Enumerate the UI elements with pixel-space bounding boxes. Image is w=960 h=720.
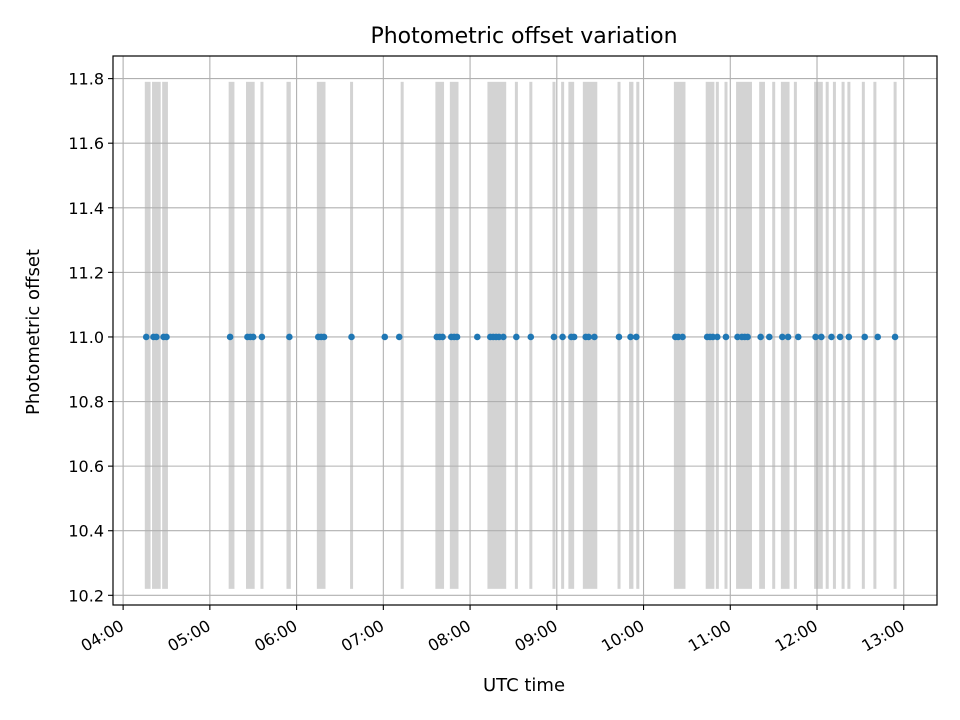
data-point — [395, 333, 403, 341]
data-point — [713, 333, 721, 341]
y-tick-label: 10.2 — [68, 586, 104, 605]
y-tick-label: 11.2 — [68, 263, 104, 282]
data-point — [286, 333, 293, 341]
data-point — [627, 333, 634, 341]
data-point — [784, 333, 792, 341]
x-tick-label: 05:00 — [164, 616, 213, 656]
data-point — [585, 333, 592, 341]
exposure-band — [400, 81, 404, 589]
y-tick-label: 11.8 — [68, 70, 104, 89]
y-tick-label: 10.8 — [68, 393, 104, 412]
y-tick-label: 10.6 — [68, 457, 104, 476]
x-tick-label: 11:00 — [685, 616, 734, 656]
y-tick-label: 11.0 — [68, 328, 104, 347]
data-point — [453, 333, 461, 341]
exposure-band — [832, 81, 836, 589]
x-tick-label: 06:00 — [251, 616, 300, 656]
data-point — [513, 333, 520, 341]
data-point — [818, 333, 825, 341]
data-point — [861, 333, 869, 341]
data-point — [828, 333, 835, 341]
data-point — [226, 333, 234, 341]
data-point — [812, 333, 819, 341]
data-point — [320, 333, 328, 341]
data-point — [722, 333, 730, 341]
data-point — [794, 333, 802, 341]
x-tick-label: 07:00 — [338, 616, 387, 656]
y-axis-ticks: 10.2 10.4 10.6 10.8 11.0 11.2 11.4 11.6 11.8 — [68, 70, 113, 605]
data-point — [381, 333, 389, 341]
x-axis-ticks: 04:00 05:00 06:00 07:00 08:00 09:00 10:00 11:00… — [78, 605, 908, 656]
y-tick-label: 11.4 — [68, 199, 104, 218]
data-point — [258, 333, 266, 341]
data-point — [744, 333, 751, 341]
exposure-band — [780, 81, 790, 589]
data-point — [766, 333, 773, 341]
data-point — [845, 333, 853, 341]
data-point — [153, 333, 160, 341]
data-point — [874, 333, 882, 341]
grid-lines — [113, 56, 937, 605]
data-point — [163, 333, 170, 341]
exposure-band — [825, 81, 829, 589]
x-tick-label: 13:00 — [858, 616, 907, 656]
x-tick-label: 04:00 — [78, 616, 127, 656]
data-point — [679, 333, 686, 341]
x-tick-label: 10:00 — [598, 616, 647, 656]
plot-frame — [112, 55, 938, 606]
x-tick-label: 09:00 — [511, 616, 560, 656]
chart-title: Photometric offset variation — [370, 24, 677, 49]
data-point — [891, 333, 899, 341]
data-point — [779, 333, 786, 341]
data-point — [527, 333, 535, 341]
data-point — [550, 333, 558, 341]
data-point — [836, 333, 844, 341]
data-point — [439, 333, 446, 341]
exposure-band — [814, 81, 823, 589]
data-point — [142, 333, 150, 341]
exposure-band — [841, 81, 845, 589]
data-point — [249, 333, 257, 341]
x-tick-label: 12:00 — [772, 616, 821, 656]
data-point — [757, 333, 764, 341]
data-point — [591, 333, 598, 341]
data-point — [570, 333, 578, 341]
data-point — [473, 333, 481, 341]
data-point — [615, 333, 623, 341]
data-point — [500, 333, 507, 341]
data-point — [348, 333, 355, 341]
data-point — [633, 333, 640, 341]
exposure-band — [772, 81, 776, 589]
y-tick-label: 10.4 — [68, 522, 104, 541]
data-point — [559, 333, 566, 341]
y-tick-label: 11.6 — [68, 134, 104, 153]
x-tick-label: 08:00 — [425, 616, 474, 656]
data-points — [142, 333, 899, 341]
x-axis-label: UTC time — [483, 675, 565, 696]
y-axis-label: Photometric offset — [23, 249, 44, 415]
